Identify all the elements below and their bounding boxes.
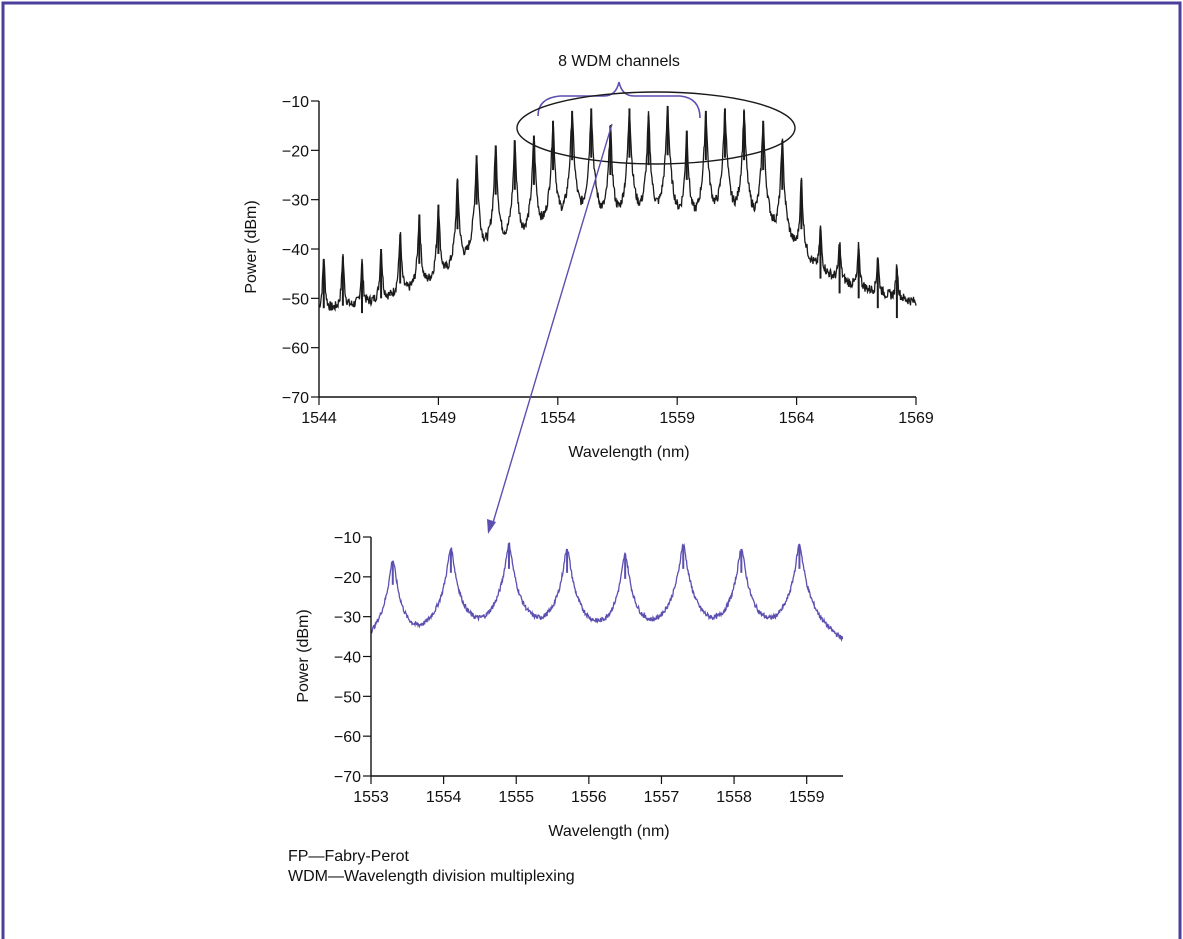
zoom-arrow-line [491, 123, 613, 527]
footnote-wdm: WDM—Wavelength division multiplexing [288, 868, 575, 885]
zoom-y-axis-label: Power (dBm) [295, 609, 312, 702]
overview-y-tick-label: −40 [282, 242, 309, 259]
overview-y-tick-label: −30 [282, 193, 309, 210]
zoom-x-tick-label: 1553 [353, 789, 389, 806]
overview-x-tick-label: 1559 [659, 410, 695, 427]
overview-x-tick-label: 1549 [421, 410, 457, 427]
zoom-y-tick-label: −50 [334, 689, 361, 706]
zoom-x-tick-label: 1559 [789, 789, 825, 806]
channel-brace [537, 81, 701, 119]
overview-chart: −10 −20 −30 −40 −50 −60 −70 1544 1549 1554 1559 156… [243, 94, 934, 461]
zoom-x-tick-label: 1558 [716, 789, 752, 806]
zoom-x-tick-label: 1554 [426, 789, 462, 806]
overview-x-tick-label: 1544 [301, 410, 337, 427]
zoom-y-tick-label: −40 [334, 650, 361, 667]
overview-y-tick-label: −20 [282, 143, 309, 160]
zoom-y-tick-label: −10 [334, 530, 361, 547]
channel-annotation-label: 8 WDM channels [558, 53, 680, 70]
overview-x-tick-label: 1554 [540, 410, 576, 427]
zoom-y-tick-label: −60 [334, 729, 361, 746]
overview-y-tick-label: −70 [282, 390, 309, 407]
zoom-chart: −10 −20 −30 −40 −50 −60 −70 1553 1554 1555 1556 155… [295, 530, 844, 840]
zoom-axes: −10 −20 −30 −40 −50 −60 −70 1553 1554 1555 1556 155… [334, 530, 843, 806]
overview-spectrum-line [318, 105, 917, 319]
zoom-y-tick-label: −20 [334, 570, 361, 587]
overview-axes: −10 −20 −30 −40 −50 −60 −70 1544 1549 1554 1559 156… [282, 94, 934, 427]
zoom-arrow-head [487, 519, 496, 534]
channel-annotation: 8 WDM channels [487, 53, 796, 534]
zoom-spectrum-path [370, 541, 844, 643]
overview-x-tick-label: 1564 [779, 410, 815, 427]
zoom-y-tick-label: −70 [334, 769, 361, 786]
footnote-fp: FP—Fabry-Perot [288, 848, 409, 865]
footnotes: FP—Fabry-Perot WDM—Wavelength division m… [288, 847, 575, 887]
overview-x-tick-label: 1569 [898, 410, 934, 427]
overview-y-axis-label: Power (dBm) [243, 200, 260, 293]
overview-y-tick-label: −60 [282, 341, 309, 358]
overview-y-tick-label: −10 [282, 94, 309, 111]
zoom-x-tick-label: 1556 [571, 789, 607, 806]
overview-x-axis-label: Wavelength (nm) [568, 444, 689, 461]
zoom-spectrum-line [370, 541, 844, 643]
overview-spectrum-path [318, 108, 917, 312]
zoom-x-tick-label: 1555 [498, 789, 534, 806]
zoom-y-tick-label: −30 [334, 610, 361, 627]
overview-y-tick-label: −50 [282, 291, 309, 308]
zoom-x-tick-label: 1557 [644, 789, 680, 806]
zoom-x-axis-label: Wavelength (nm) [548, 823, 669, 840]
channel-ellipse [516, 91, 796, 165]
